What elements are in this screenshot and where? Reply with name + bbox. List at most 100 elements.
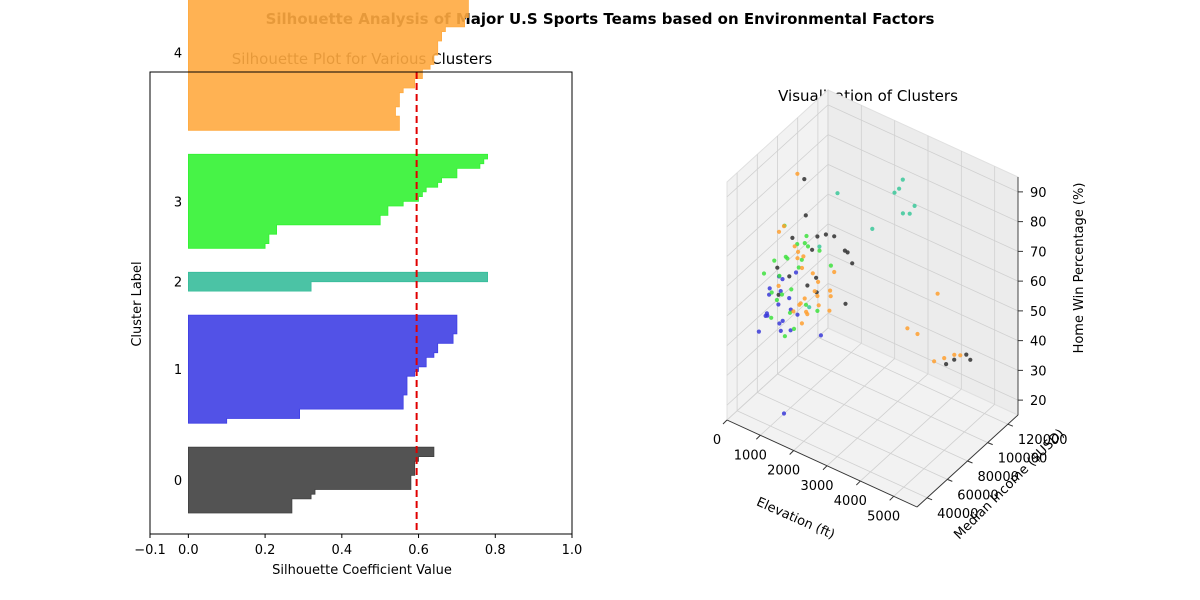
x-tick: [822, 465, 828, 471]
scatter-point-cluster-2: [900, 211, 906, 216]
scatter-point-cluster-2: [892, 190, 897, 195]
x-tick: [855, 480, 861, 486]
scatter-point-cluster-4: [796, 249, 801, 254]
scatter-point-cluster-4: [776, 283, 781, 288]
y-tick: [926, 497, 933, 501]
scatter-point-cluster-0: [964, 352, 969, 357]
scatter-point-cluster-4: [792, 244, 797, 249]
z-tick-label: 60: [1030, 275, 1047, 290]
scatter-plot-title: Visualization of Clusters: [778, 87, 958, 105]
silhouette-cluster-2: [188, 271, 488, 292]
scatter-point-cluster-4: [791, 309, 796, 314]
scatter-point-cluster-0: [850, 261, 855, 266]
scatter-point-cluster-3: [787, 310, 793, 315]
grid-line: [827, 164, 1019, 252]
scatter-point-cluster-3: [785, 256, 790, 261]
cluster-label-1: 1: [174, 363, 182, 378]
scatter-point-cluster-3: [815, 308, 820, 313]
scatter-point-cluster-1: [764, 311, 770, 316]
z-tick-label: 50: [1030, 305, 1047, 320]
y-tick-label: 100000: [998, 452, 1048, 467]
x-tick-label: 0.6: [408, 543, 429, 558]
grid-line: [827, 223, 1019, 312]
scatter-point-cluster-3: [799, 257, 804, 262]
x-tick: [755, 434, 761, 440]
x-tick-label: −0.1: [134, 543, 166, 558]
y-tick: [987, 442, 993, 446]
scatter-point-cluster-3: [772, 258, 777, 263]
scatter-point-cluster-4: [805, 312, 810, 317]
scatter-point-cluster-4: [799, 265, 805, 271]
x-tick: [789, 450, 795, 455]
scatter-point-cluster-0: [944, 362, 949, 367]
scatter-point-cluster-0: [790, 235, 795, 240]
scatter-point-cluster-2: [907, 211, 912, 216]
z-tick-label: 40: [1030, 335, 1047, 350]
scatter-point-cluster-1: [756, 329, 762, 334]
x-tick-label: 0.8: [485, 543, 506, 558]
scatter-point-cluster-1: [795, 312, 800, 317]
scatter-point-cluster-1: [781, 411, 787, 416]
scatter-point-cluster-0: [832, 234, 837, 239]
scatter-point-cluster-0: [805, 283, 810, 288]
scatter-point-cluster-0: [815, 234, 820, 239]
scatter-point-cluster-4: [776, 229, 782, 234]
scatter-point-cluster-4: [795, 171, 800, 176]
scatter-point-cluster-0: [814, 275, 819, 280]
scatter-point-cluster-1: [778, 289, 783, 294]
scatter-point-cluster-0: [968, 357, 973, 362]
scatter-point-cluster-3: [774, 297, 780, 303]
scatter-point-cluster-4: [798, 301, 803, 306]
scatter-point-cluster-3: [817, 248, 822, 253]
grid-line: [726, 193, 829, 287]
silhouette-cluster-1: [188, 314, 458, 424]
scatter-point-cluster-4: [958, 353, 963, 358]
x-tick-label: 2000: [767, 464, 800, 479]
silhouette-plot: Silhouette Plot for Various Clusters Sil…: [130, 0, 582, 578]
silhouette-cluster-0: [188, 446, 435, 514]
grid-line: [736, 410, 928, 499]
scatter-point-cluster-3: [828, 263, 834, 268]
scatter-point-cluster-4: [815, 293, 820, 299]
scatter-point-cluster-3: [791, 326, 797, 331]
scatter-point-cluster-4: [795, 256, 800, 261]
cluster-3d-scatter: Visualization of Clusters 01000200030004…: [713, 87, 1087, 543]
x-tick-label: 4000: [834, 494, 867, 509]
x-axis-line: [726, 419, 918, 508]
silhouette-cluster-4: [188, 0, 469, 131]
scatter-point-cluster-0: [803, 213, 808, 218]
scatter-point-cluster-4: [802, 296, 807, 301]
elevation-axis-label: Elevation (ft): [754, 495, 837, 543]
grid-line: [757, 392, 948, 480]
scatter-point-cluster-4: [812, 289, 817, 294]
cluster-label-0: 0: [174, 474, 182, 489]
z-tick-label: 90: [1030, 186, 1047, 201]
scatter-point-cluster-0: [787, 274, 792, 279]
scatter-point-cluster-4: [828, 288, 833, 293]
scatter-point-cluster-4: [816, 279, 821, 284]
scatter-point-cluster-4: [801, 254, 806, 259]
cluster-label-2: 2: [174, 276, 182, 291]
grid-line: [726, 134, 829, 227]
z-tick-label: 80: [1030, 216, 1047, 231]
scatter-point-cluster-2: [807, 305, 812, 310]
scatter-point-cluster-3: [796, 265, 801, 270]
scatter-point-cluster-4: [935, 291, 940, 296]
grid-line: [726, 312, 829, 406]
scatter-point-cluster-4: [827, 308, 832, 313]
grid-line: [726, 223, 829, 317]
scatter-point-cluster-1: [780, 277, 785, 282]
scatter-point-cluster-0: [843, 301, 848, 306]
scatter-point-cluster-0: [952, 357, 957, 362]
y-tick: [947, 478, 953, 482]
x-tick-label: 5000: [867, 509, 900, 524]
scatter-point-cluster-2: [817, 244, 822, 249]
grid-line: [726, 283, 829, 376]
scatter-point-cluster-3: [779, 292, 785, 297]
scatter-point-cluster-3: [805, 244, 811, 249]
y-tick: [1007, 423, 1014, 427]
scatter-point-cluster-4: [952, 352, 957, 357]
silhouette-x-axis-label: Silhouette Coefficient Value: [272, 563, 452, 578]
scatter-point-cluster-2: [900, 177, 905, 182]
